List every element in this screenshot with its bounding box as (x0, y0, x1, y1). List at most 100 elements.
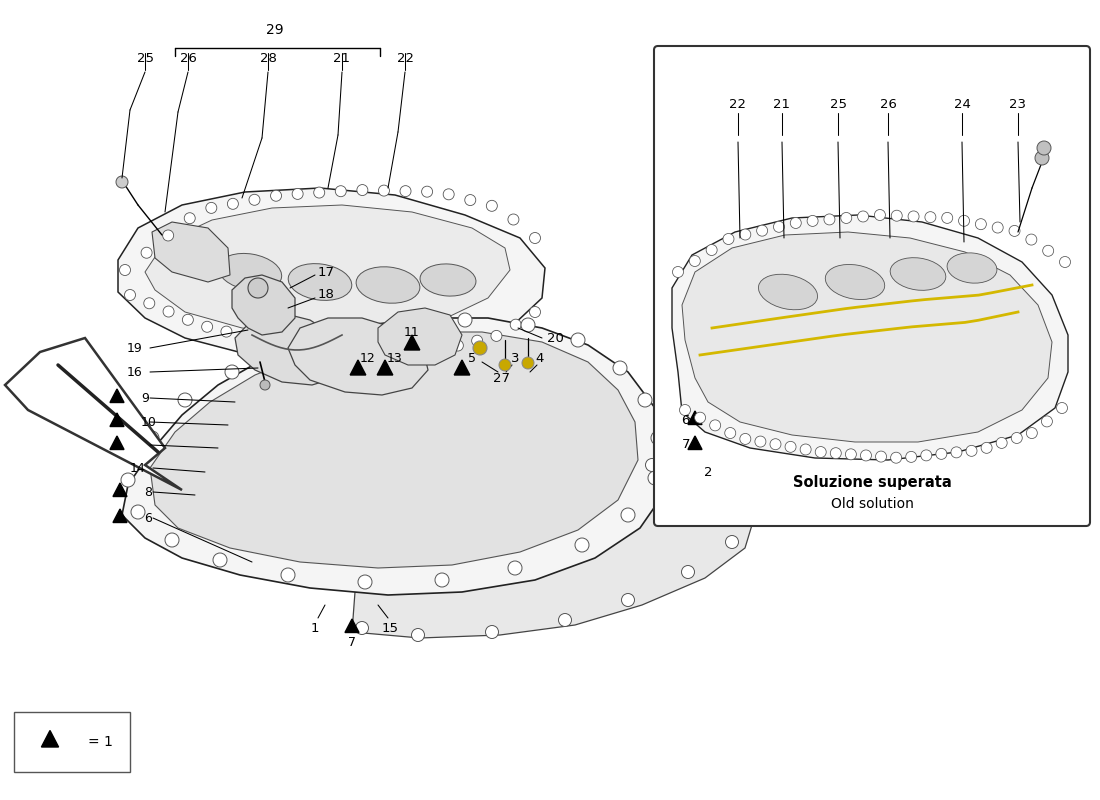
Circle shape (958, 215, 969, 226)
Circle shape (486, 200, 497, 211)
Circle shape (1056, 402, 1067, 414)
Circle shape (120, 265, 131, 275)
Circle shape (280, 568, 295, 582)
Circle shape (508, 561, 522, 575)
Polygon shape (688, 411, 702, 425)
Circle shape (491, 330, 502, 342)
Circle shape (815, 446, 826, 458)
Circle shape (116, 176, 128, 188)
Circle shape (260, 336, 271, 346)
Circle shape (201, 322, 212, 332)
Circle shape (740, 434, 751, 445)
Circle shape (318, 345, 329, 356)
Text: 21: 21 (333, 51, 351, 65)
Text: 8: 8 (144, 486, 152, 498)
Circle shape (298, 342, 309, 354)
Circle shape (141, 247, 152, 258)
Ellipse shape (758, 274, 817, 310)
Circle shape (510, 319, 521, 330)
Circle shape (755, 436, 766, 447)
Circle shape (559, 614, 572, 626)
Circle shape (981, 442, 992, 454)
Circle shape (710, 420, 720, 431)
Polygon shape (682, 232, 1052, 442)
Circle shape (840, 213, 851, 223)
Circle shape (165, 533, 179, 547)
Circle shape (1059, 257, 1070, 267)
Circle shape (144, 298, 155, 309)
FancyBboxPatch shape (14, 712, 130, 772)
Circle shape (613, 361, 627, 375)
Circle shape (690, 255, 701, 266)
Circle shape (976, 218, 987, 230)
Text: a passion for cars: a passion for cars (244, 450, 515, 570)
Circle shape (485, 626, 498, 638)
Circle shape (1037, 141, 1050, 155)
Text: 7: 7 (682, 438, 690, 451)
Ellipse shape (356, 266, 420, 303)
Circle shape (473, 341, 487, 355)
Polygon shape (113, 483, 127, 497)
Circle shape (942, 212, 953, 223)
Text: 9: 9 (141, 391, 149, 405)
Circle shape (228, 198, 239, 210)
Circle shape (131, 505, 145, 519)
Text: 19: 19 (126, 342, 143, 354)
Polygon shape (122, 318, 668, 595)
Text: 16: 16 (126, 366, 143, 378)
Circle shape (213, 553, 227, 567)
FancyBboxPatch shape (654, 46, 1090, 526)
Text: 2: 2 (704, 466, 713, 478)
Circle shape (740, 229, 751, 240)
Circle shape (741, 506, 755, 518)
Text: 3: 3 (510, 351, 519, 365)
Circle shape (508, 214, 519, 225)
Circle shape (876, 451, 887, 462)
Circle shape (529, 306, 540, 318)
Circle shape (950, 447, 961, 458)
Text: 17: 17 (318, 266, 336, 278)
Circle shape (358, 575, 372, 589)
Polygon shape (350, 360, 366, 375)
Text: 28: 28 (260, 51, 276, 65)
Circle shape (621, 508, 635, 522)
Circle shape (163, 230, 174, 241)
Circle shape (249, 194, 260, 206)
Polygon shape (345, 619, 359, 633)
Circle shape (395, 315, 409, 329)
Circle shape (1042, 416, 1053, 427)
Circle shape (1026, 427, 1037, 438)
Circle shape (723, 234, 734, 245)
Polygon shape (110, 436, 124, 450)
Polygon shape (150, 332, 638, 568)
Circle shape (966, 446, 977, 456)
Polygon shape (454, 360, 470, 375)
Text: 26: 26 (179, 51, 197, 65)
Circle shape (434, 573, 449, 587)
Circle shape (824, 214, 835, 225)
Circle shape (337, 347, 348, 358)
Circle shape (121, 473, 135, 487)
Polygon shape (145, 205, 510, 335)
Text: 10: 10 (141, 415, 157, 429)
Circle shape (773, 222, 784, 232)
Circle shape (465, 194, 476, 206)
Circle shape (860, 450, 871, 461)
Polygon shape (235, 312, 345, 385)
Text: europarts: europarts (197, 202, 504, 358)
Circle shape (997, 438, 1008, 449)
Circle shape (472, 335, 483, 346)
Circle shape (891, 452, 902, 463)
Text: 21: 21 (773, 98, 791, 111)
Circle shape (314, 187, 324, 198)
Circle shape (375, 348, 386, 359)
Text: 23: 23 (1010, 98, 1026, 111)
Circle shape (183, 314, 194, 326)
Circle shape (694, 412, 705, 423)
Text: 7: 7 (348, 635, 356, 649)
Circle shape (452, 340, 463, 351)
Circle shape (830, 448, 842, 458)
Polygon shape (42, 730, 58, 747)
Circle shape (800, 444, 811, 455)
Text: 14: 14 (130, 462, 145, 474)
